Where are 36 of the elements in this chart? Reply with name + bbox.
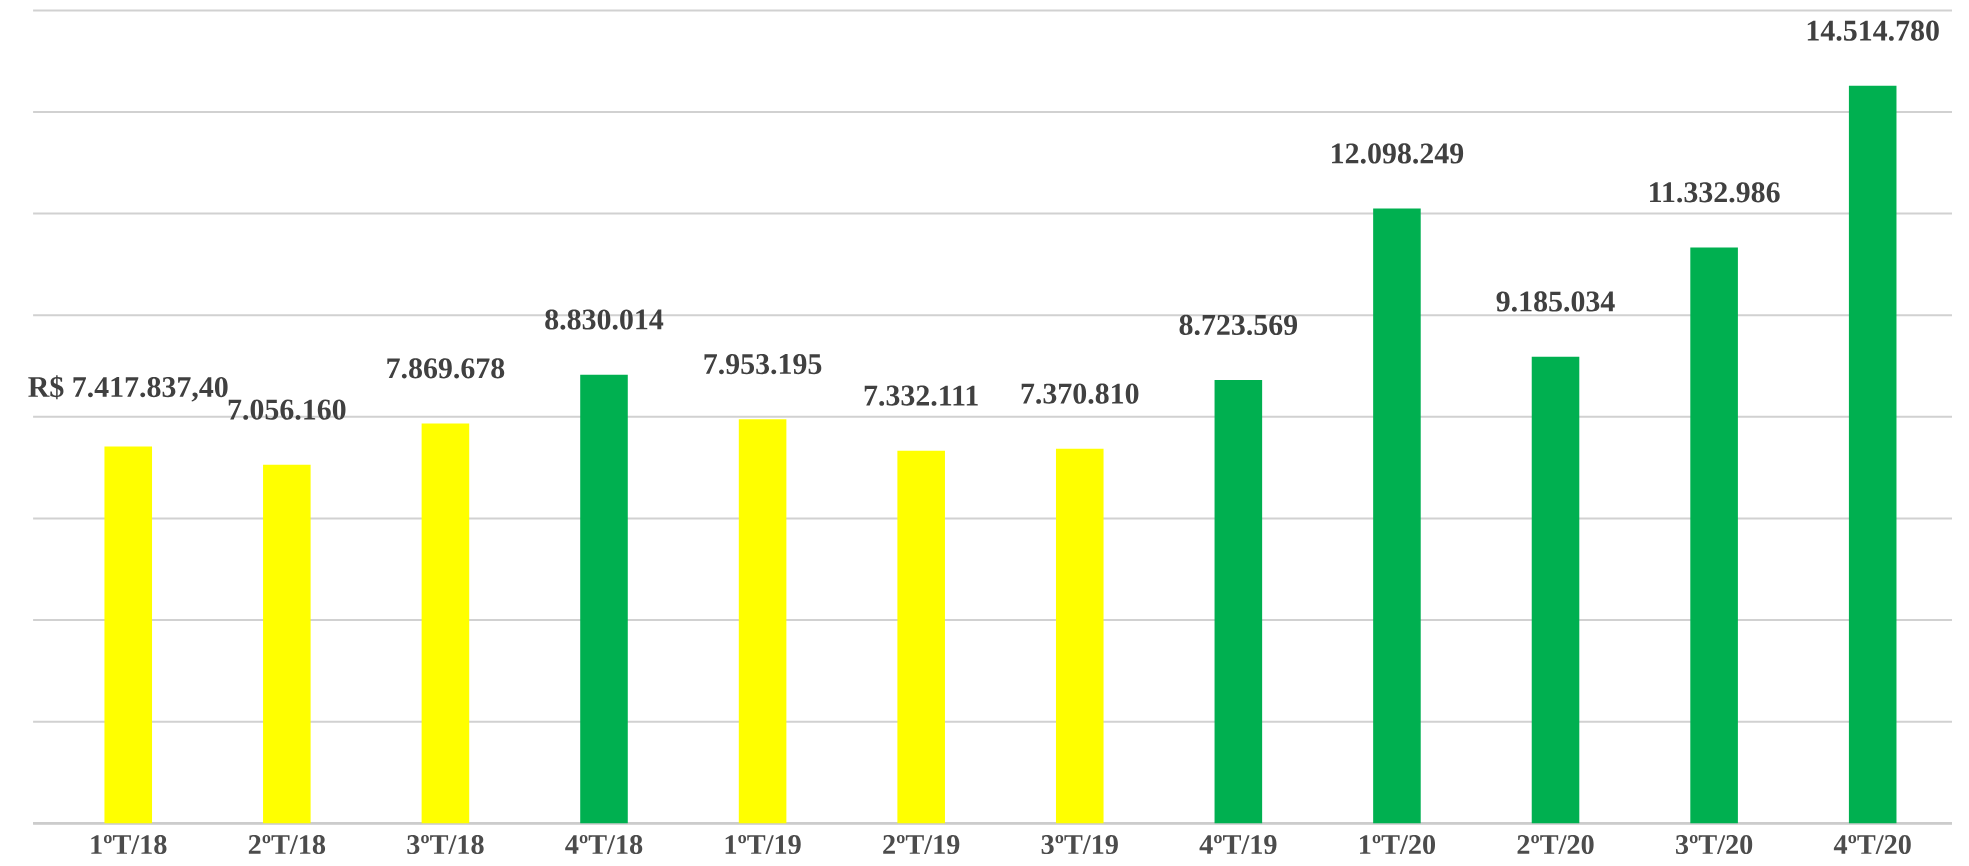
data-label: 7.869.678 <box>387 358 505 379</box>
x-tick-label: 1ºT/18 <box>91 835 167 855</box>
bar <box>1690 247 1738 824</box>
x-tick-label: 2ºT/19 <box>883 835 960 855</box>
x-tick-label: 1ºT/19 <box>725 835 801 855</box>
x-tick-label: 3ºT/20 <box>1675 835 1753 855</box>
bar <box>1848 85 1897 824</box>
data-label: 12.098.249 <box>1332 143 1464 164</box>
data-label: 7.370.810 <box>1021 383 1139 404</box>
bar <box>1055 448 1104 824</box>
bar <box>580 374 628 824</box>
x-tick-label: 4ºT/18 <box>565 835 643 855</box>
x-tick-label: 4ºT/20 <box>1833 835 1911 855</box>
data-label: R$ 7.417.837,40 <box>28 375 228 402</box>
bar <box>738 419 787 824</box>
x-tick-label: 3ºT/19 <box>1041 835 1118 855</box>
data-label: 7.332.111 <box>864 385 978 406</box>
bar <box>263 464 311 824</box>
x-tick-label: 3ºT/18 <box>407 835 484 855</box>
bar <box>104 446 153 824</box>
x-tick-label: 2ºT/20 <box>1517 835 1594 855</box>
data-label: 11.332.986 <box>1650 182 1780 203</box>
x-tick-label: 4ºT/19 <box>1199 835 1277 855</box>
data-label: 8.830.014 <box>545 309 664 330</box>
data-label: 9.185.034 <box>1496 291 1615 312</box>
bar <box>1373 208 1421 824</box>
data-label: 14.514.780 <box>1807 20 1939 41</box>
data-label: 7.953.195 <box>704 354 822 375</box>
x-tick-label: 2ºT/18 <box>248 835 326 855</box>
data-label: 7.056.160 <box>228 399 346 420</box>
bar <box>1531 356 1580 824</box>
bar <box>421 423 470 824</box>
x-tick-label: 1ºT/20 <box>1359 835 1436 855</box>
bar <box>1214 380 1263 824</box>
data-label: 8.723.569 <box>1179 314 1298 336</box>
bar <box>897 450 945 824</box>
